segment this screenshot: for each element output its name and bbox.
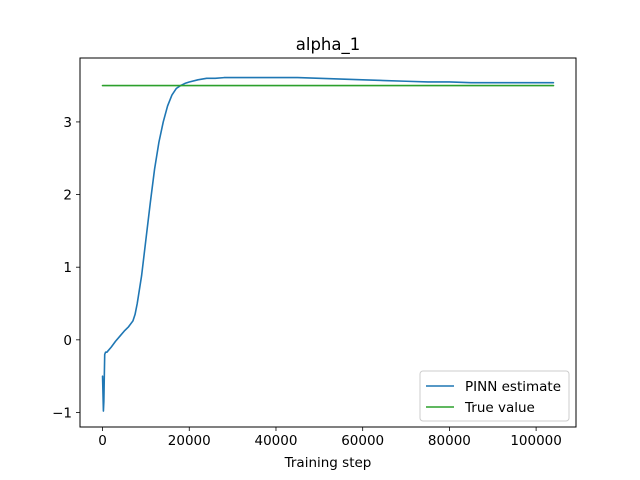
y-axis-ticks: −1 0 1 2 3 xyxy=(52,115,80,421)
plot-frame xyxy=(79,57,577,428)
y-tick-label: 2 xyxy=(63,188,72,204)
x-tick-label: 0 xyxy=(98,433,107,449)
y-tick-label: −1 xyxy=(52,405,72,421)
x-tick-label: 80000 xyxy=(428,433,471,449)
y-tick-label: 1 xyxy=(63,260,72,276)
legend-label-pinn-estimate: PINN estimate xyxy=(465,379,561,395)
plot-lines xyxy=(101,76,555,412)
x-tick-label: 60000 xyxy=(341,433,384,449)
series-line-pinn-estimate xyxy=(101,76,555,412)
x-axis-label: Training step xyxy=(284,455,372,471)
y-tick-label: 3 xyxy=(63,115,72,131)
y-tick-label: 0 xyxy=(63,333,72,349)
x-axis-ticks: 0 20000 40000 60000 80000 100000 xyxy=(98,427,562,449)
chart-title: alpha_1 xyxy=(296,35,361,55)
legend: PINN estimate True value xyxy=(419,370,570,422)
legend-box xyxy=(419,370,570,422)
x-tick-label: 20000 xyxy=(168,433,211,449)
x-tick-label: 100000 xyxy=(510,433,562,449)
legend-label-true-value: True value xyxy=(464,400,535,416)
x-tick-label: 40000 xyxy=(254,433,297,449)
